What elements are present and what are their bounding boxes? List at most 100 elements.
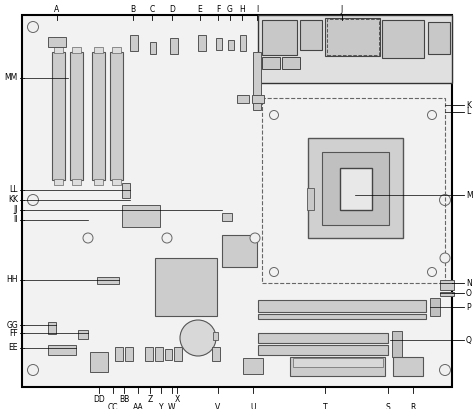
Bar — [213, 332, 218, 340]
Bar — [94, 179, 103, 185]
Bar — [54, 47, 63, 53]
Circle shape — [83, 233, 93, 243]
Bar — [282, 57, 300, 69]
Bar — [428, 22, 450, 54]
Bar — [393, 357, 423, 376]
Bar — [253, 52, 261, 110]
Bar — [112, 179, 121, 185]
Bar — [262, 57, 280, 69]
Bar — [392, 331, 402, 357]
Bar — [228, 40, 234, 50]
Text: MM: MM — [5, 74, 18, 83]
Bar — [122, 205, 160, 227]
Bar — [293, 358, 383, 367]
Bar — [155, 347, 163, 361]
Bar — [92, 52, 105, 180]
Text: LL: LL — [9, 186, 18, 195]
Circle shape — [162, 233, 172, 243]
Text: W: W — [168, 402, 176, 409]
Text: B: B — [130, 4, 136, 13]
Bar — [290, 357, 385, 376]
Bar — [325, 18, 380, 56]
Bar — [307, 188, 314, 210]
Bar — [125, 347, 133, 361]
Text: FF: FF — [9, 328, 18, 337]
Bar — [72, 47, 81, 53]
Circle shape — [428, 110, 437, 119]
Bar — [258, 314, 426, 319]
Bar — [440, 292, 454, 296]
Text: EE: EE — [9, 344, 18, 353]
Bar — [70, 52, 83, 180]
Text: H: H — [239, 4, 245, 13]
Circle shape — [270, 110, 279, 119]
Text: I: I — [256, 4, 258, 13]
Bar — [170, 38, 178, 54]
Text: AA: AA — [133, 402, 143, 409]
Bar — [212, 347, 220, 361]
Bar — [222, 213, 232, 221]
Bar — [198, 35, 206, 51]
Bar — [97, 277, 119, 284]
Text: T: T — [323, 402, 328, 409]
Text: P: P — [466, 303, 471, 312]
Bar — [155, 258, 217, 316]
Text: Q: Q — [466, 335, 472, 344]
Text: U: U — [250, 402, 256, 409]
Text: R: R — [410, 402, 416, 409]
Bar — [216, 38, 222, 50]
Bar — [258, 15, 452, 83]
Bar — [54, 179, 63, 185]
Bar — [130, 35, 138, 51]
Text: CC: CC — [108, 402, 118, 409]
Bar — [340, 168, 372, 210]
Text: A: A — [55, 4, 60, 13]
Bar — [262, 20, 297, 55]
Bar — [252, 95, 264, 103]
Circle shape — [27, 195, 38, 205]
Text: D: D — [169, 4, 175, 13]
Bar — [440, 280, 454, 290]
Text: F: F — [216, 4, 220, 13]
Text: II: II — [13, 216, 18, 225]
Bar — [382, 20, 424, 58]
Bar — [90, 352, 108, 372]
Text: V: V — [215, 402, 220, 409]
Text: N: N — [466, 279, 472, 288]
Text: DD: DD — [93, 396, 105, 405]
Bar — [258, 345, 388, 355]
Bar — [145, 347, 153, 361]
Circle shape — [27, 22, 38, 32]
Bar — [222, 235, 257, 267]
Text: G: G — [227, 4, 233, 13]
Circle shape — [439, 22, 450, 32]
Bar — [78, 330, 88, 339]
Text: GG: GG — [6, 321, 18, 330]
Bar — [430, 298, 440, 316]
Bar — [112, 47, 121, 53]
Text: S: S — [386, 402, 391, 409]
Circle shape — [250, 233, 260, 243]
Bar — [94, 47, 103, 53]
Text: X: X — [174, 396, 180, 405]
Text: O: O — [466, 288, 472, 297]
Text: J: J — [341, 4, 343, 13]
Bar — [48, 322, 56, 334]
Text: K: K — [466, 101, 471, 110]
Circle shape — [439, 364, 450, 375]
Bar — [150, 42, 156, 54]
Circle shape — [440, 253, 450, 263]
Bar — [174, 347, 182, 361]
Text: JJ: JJ — [13, 205, 18, 214]
Circle shape — [180, 320, 216, 356]
Circle shape — [428, 267, 437, 276]
Circle shape — [439, 195, 450, 205]
Text: KK: KK — [8, 196, 18, 204]
Text: C: C — [149, 4, 155, 13]
Text: Y: Y — [159, 402, 164, 409]
Bar — [165, 349, 172, 360]
Bar — [243, 358, 263, 374]
Bar — [48, 345, 76, 355]
Bar — [327, 19, 379, 55]
Bar — [258, 300, 426, 312]
